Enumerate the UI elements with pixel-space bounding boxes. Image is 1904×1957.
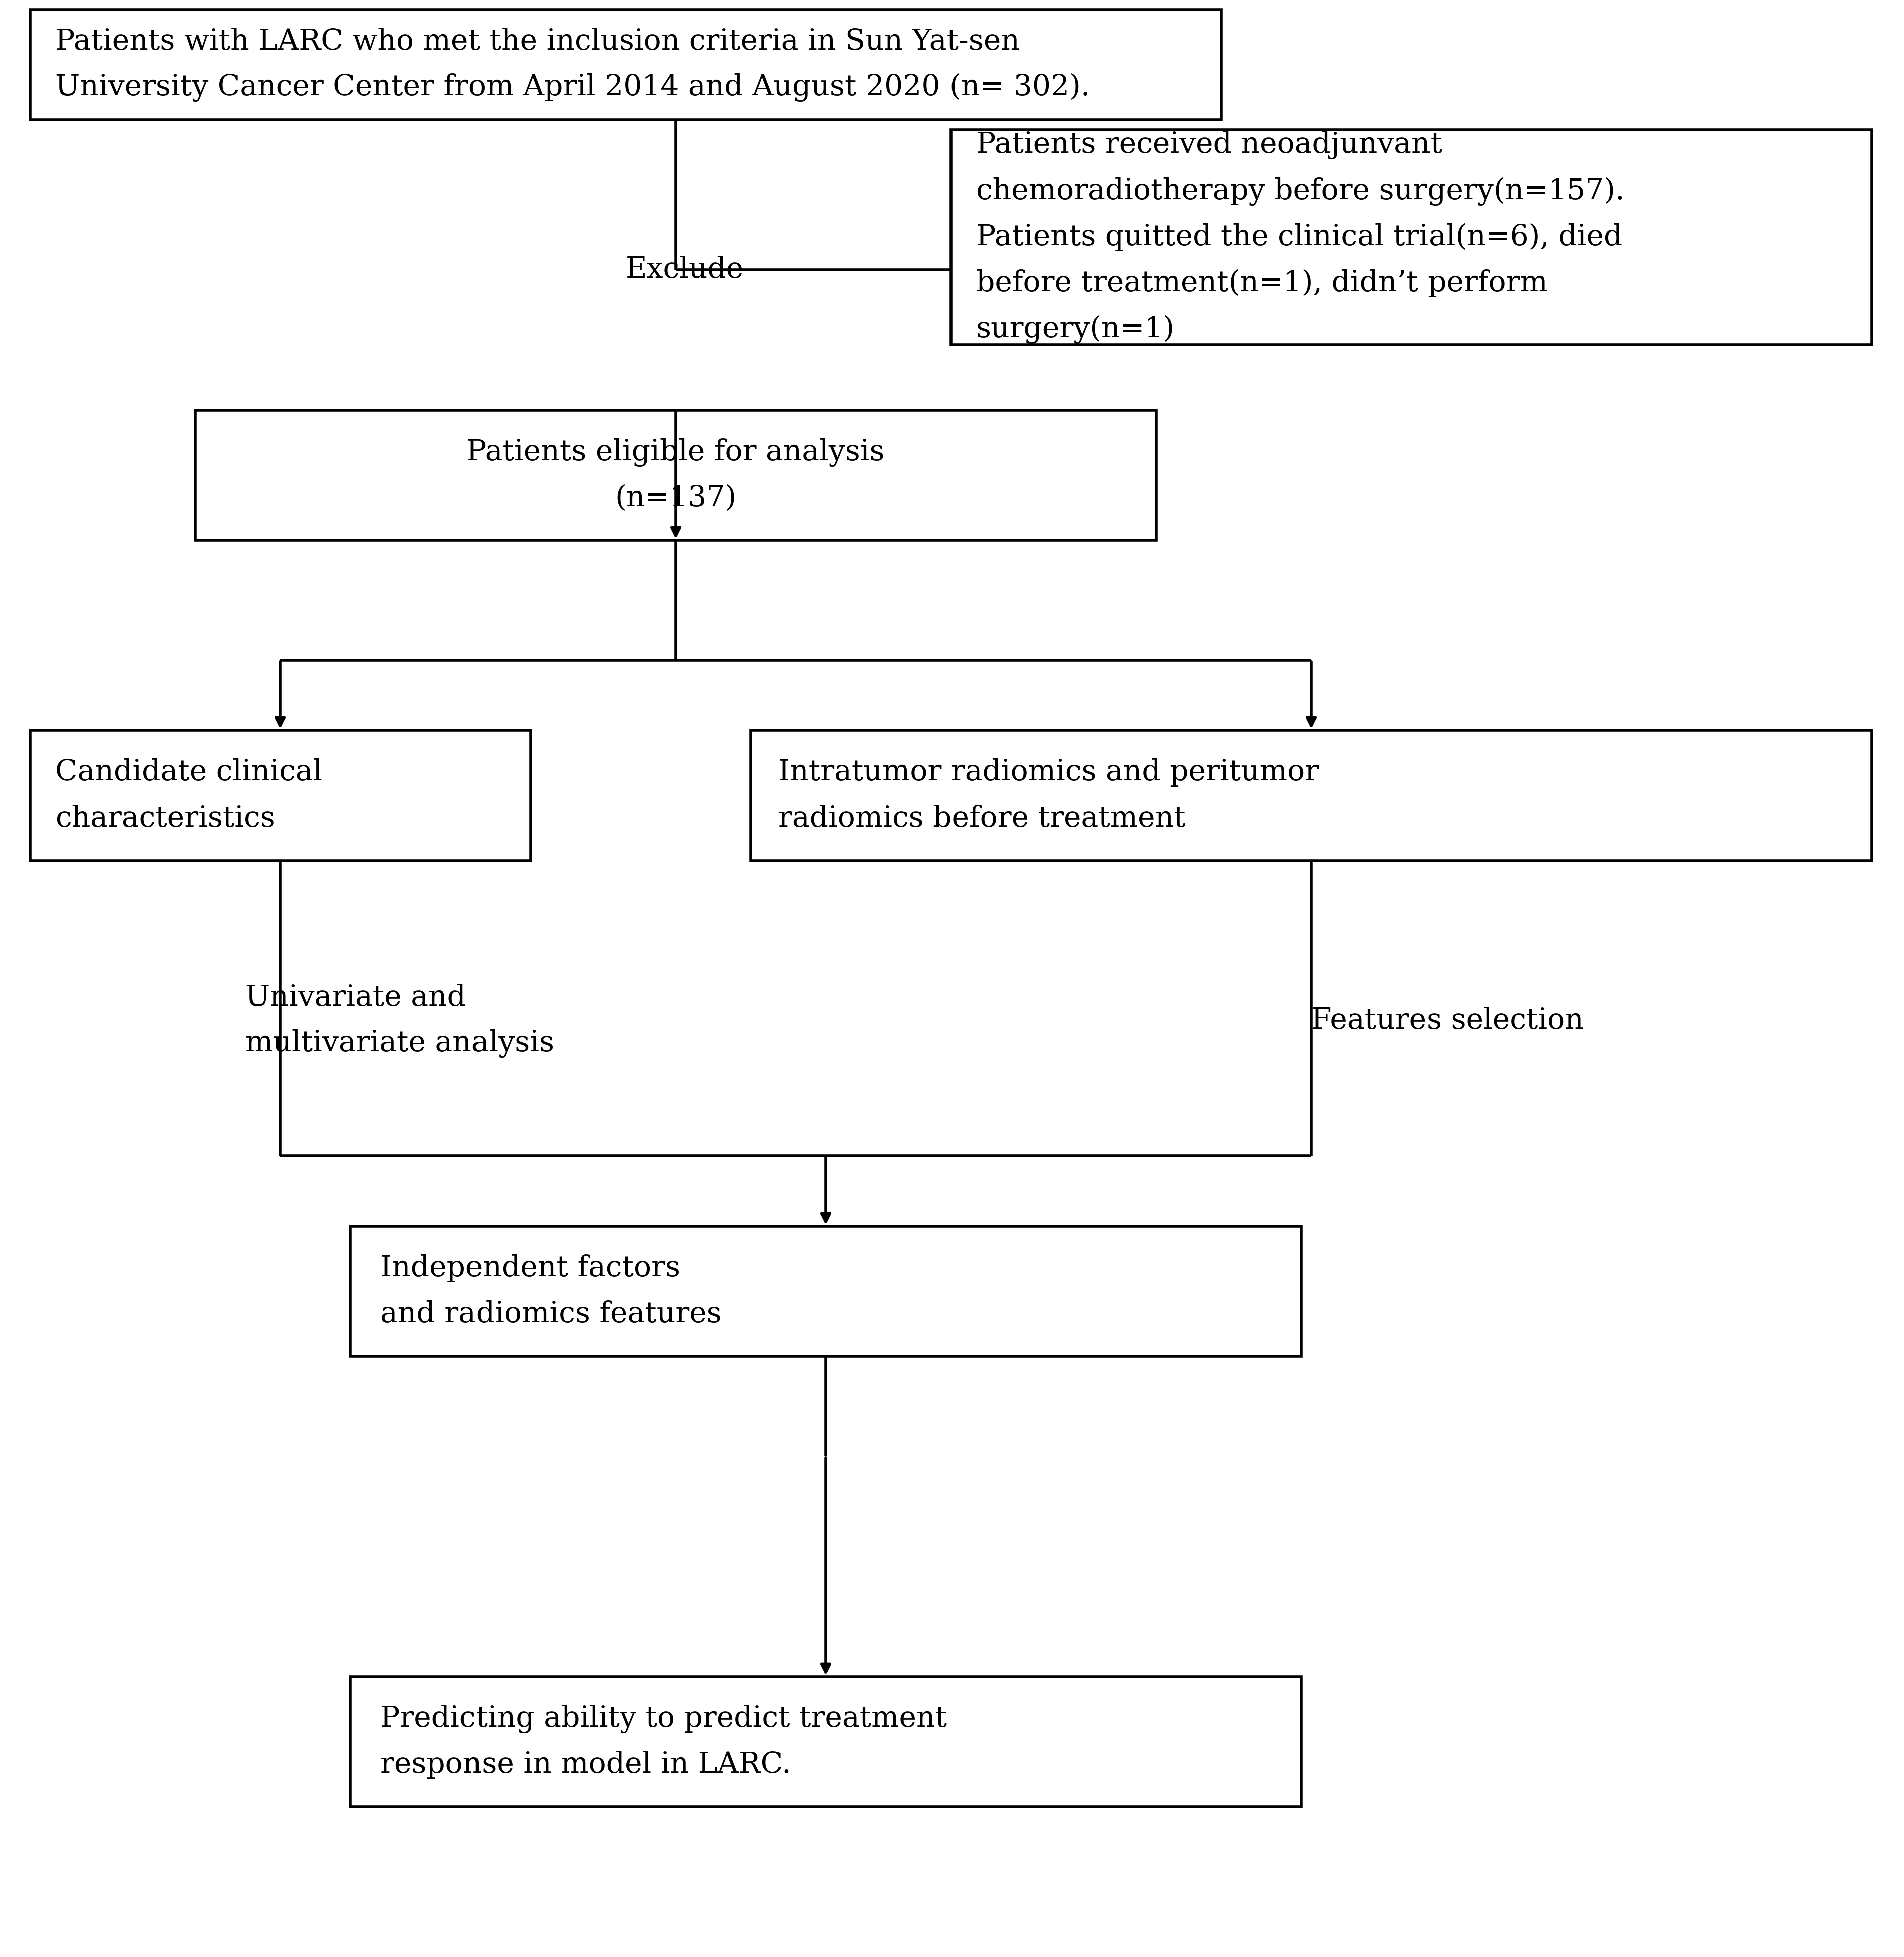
Text: Intratumor radiomics and peritumor
radiomics before treatment: Intratumor radiomics and peritumor radio… [779,759,1319,832]
Bar [30,10,1220,119]
Text: Independent factors
and radiomics features: Independent factors and radiomics featur… [381,1254,722,1329]
Text: Patients received neoadjunvant
chemoradiotherapy before surgery(n=157).
Patients: Patients received neoadjunvant chemoradi… [975,131,1624,344]
Text: Candidate clinical
characteristics: Candidate clinical characteristics [55,759,322,832]
Bar [194,411,1156,540]
Bar [950,129,1872,344]
Bar [350,1227,1300,1356]
Text: Univariate and
multivariate analysis: Univariate and multivariate analysis [246,984,554,1059]
Text: Features selection: Features selection [1312,1006,1584,1035]
Text: Patients eligible for analysis
(n=137): Patients eligible for analysis (n=137) [466,438,885,513]
Bar [750,730,1872,861]
Text: Exclude: Exclude [626,256,744,284]
Text: Predicting ability to predict treatment
response in model in LARC.: Predicting ability to predict treatment … [381,1705,946,1779]
Text: Patients with LARC who met the inclusion criteria in Sun Yat-sen
University Canc: Patients with LARC who met the inclusion… [55,27,1089,102]
Bar [30,730,531,861]
Bar [350,1677,1300,1806]
